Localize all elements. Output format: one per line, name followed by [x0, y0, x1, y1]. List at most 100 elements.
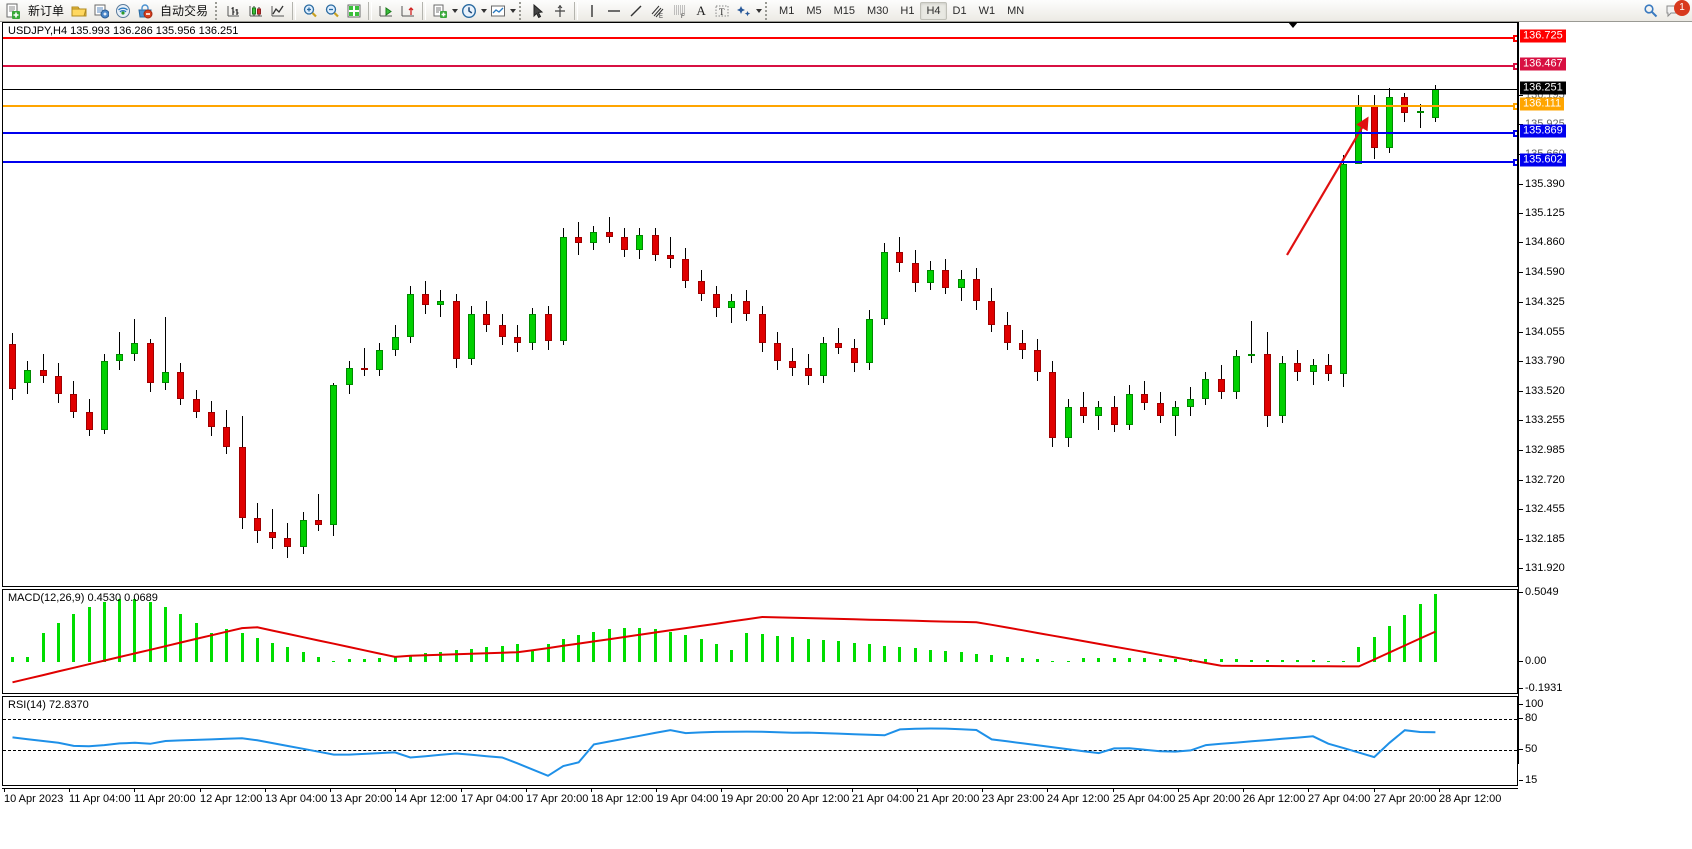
autoscroll-button[interactable] — [397, 1, 419, 21]
timeframe-m30[interactable]: M30 — [867, 4, 889, 17]
timeframe-h4[interactable]: H4 — [920, 1, 947, 20]
candle-body — [728, 301, 736, 308]
candlestick-chart-button[interactable] — [245, 1, 267, 21]
candle-body — [743, 301, 751, 315]
macd-histogram-bar — [913, 648, 917, 662]
candle-body — [1034, 349, 1042, 372]
level-line-support-upper[interactable] — [3, 129, 1517, 137]
line-chart-button[interactable] — [267, 1, 289, 21]
time-scale[interactable]: 10 Apr 2023 11 Apr 04:00 11 Apr 20:00 12 Ap… — [2, 788, 1518, 810]
price-scale[interactable]: 135.390 135.125 134.860 134.590 134.325 134.0… — [1518, 22, 1692, 786]
timeframe-h1[interactable]: H1 — [900, 4, 915, 17]
candle-body — [529, 314, 537, 344]
candle-body — [483, 314, 491, 326]
objects-button[interactable] — [733, 1, 755, 21]
periods-dropdown-caret[interactable] — [481, 8, 488, 13]
time-tick-label: 18 Apr 12:00 — [591, 788, 654, 805]
macd-histogram-bar — [301, 652, 305, 662]
timeframe-m5[interactable]: M5 — [806, 4, 822, 17]
macd-histogram-bar — [393, 656, 397, 662]
search-button[interactable] — [1640, 1, 1662, 21]
rsi-pane[interactable]: RSI(14) 72.8370 — [2, 696, 1518, 786]
candle-body — [345, 367, 353, 386]
candle — [850, 23, 859, 586]
level-handle[interactable] — [1513, 102, 1517, 110]
candle-body — [1217, 378, 1225, 392]
indicators-button[interactable] — [429, 1, 451, 21]
fibonacci-button[interactable]: F — [669, 1, 691, 21]
trendline-button[interactable] — [625, 1, 647, 21]
templates-dropdown-caret[interactable] — [510, 8, 517, 13]
periods-button[interactable] — [458, 1, 480, 21]
candle-body — [835, 343, 843, 348]
candle-body — [712, 294, 720, 308]
level-line-resistance-upper[interactable] — [3, 34, 1517, 42]
candle — [1340, 23, 1348, 586]
bar-chart-button[interactable] — [223, 1, 245, 21]
notifications-button[interactable]: 1 — [1662, 0, 1690, 21]
macd-histogram-bar — [1005, 656, 1009, 662]
text-box-button[interactable]: T — [711, 1, 733, 21]
macd-histogram-bar — [439, 651, 443, 662]
macd-histogram-bar — [408, 654, 412, 662]
time-tick-label: 17 Apr 20:00 — [526, 788, 589, 805]
chart-scroll-caret-icon[interactable] — [1288, 22, 1298, 28]
timeframe-m15[interactable]: M15 — [833, 4, 855, 17]
timeframe-d1[interactable]: D1 — [952, 4, 967, 17]
level-line-pivot-orange[interactable] — [3, 102, 1517, 110]
price-pane[interactable]: USDJPY,H4 135.993 136.286 135.956 136.25… — [2, 22, 1518, 587]
periods-icon — [462, 3, 477, 18]
zoom-in-button[interactable] — [299, 1, 321, 21]
objects-dropdown-caret[interactable] — [756, 8, 763, 13]
indicators-dropdown-caret[interactable] — [452, 8, 459, 13]
price-tick: 131.920 — [1519, 562, 1565, 575]
macd-pane[interactable]: MACD(12,26,9) 0.4530 0.0689 — [2, 589, 1518, 694]
tile-windows-button[interactable] — [343, 1, 365, 21]
macd-histogram-bar — [271, 642, 275, 662]
candle-body — [468, 314, 475, 359]
price-tick: 134.590 — [1519, 266, 1565, 279]
level-handle[interactable] — [1513, 129, 1517, 137]
candle-body — [972, 278, 980, 302]
timeframe-w1[interactable]: W1 — [978, 4, 996, 17]
market-button[interactable] — [134, 1, 156, 21]
cursor-button[interactable] — [527, 1, 549, 21]
timeframe-mn[interactable]: MN — [1007, 4, 1025, 17]
macd-histogram-bar — [454, 650, 458, 662]
publish-button[interactable] — [90, 1, 112, 21]
toolbar-sep-4 — [574, 1, 579, 20]
level-handle[interactable] — [1513, 34, 1517, 42]
candle-body — [1309, 365, 1317, 372]
signals-button[interactable] — [112, 1, 134, 21]
vertical-line-button[interactable] — [581, 1, 603, 21]
shift-start-button[interactable] — [375, 1, 397, 21]
auto-trading-label[interactable]: 自动交易 — [160, 3, 209, 18]
candle-body — [865, 318, 873, 364]
new-order-button[interactable] — [2, 1, 24, 21]
timeframe-m1[interactable]: M1 — [779, 4, 795, 17]
folder-button[interactable] — [68, 1, 90, 21]
zoom-out-button[interactable] — [321, 1, 343, 21]
main-toolbar: 新订单 自动交易 — [0, 0, 1692, 22]
candle — [758, 23, 767, 586]
candle — [498, 23, 507, 586]
crosshair-button[interactable] — [549, 1, 571, 21]
level-handle[interactable] — [1513, 159, 1517, 167]
horizontal-line-button[interactable] — [603, 1, 625, 21]
level-handle[interactable] — [1513, 63, 1517, 71]
price-tag-resistance-lower: 136.467 — [1520, 57, 1566, 71]
candle — [881, 23, 889, 586]
signals-icon — [116, 3, 131, 18]
new-order-label[interactable]: 新订单 — [28, 3, 65, 18]
text-box-icon: T — [715, 5, 729, 17]
candle-body — [269, 531, 277, 539]
text-label-button[interactable]: A — [691, 1, 711, 21]
vertical-line-icon — [591, 4, 593, 17]
macd-histogram-bar — [87, 606, 91, 662]
equidistant-channel-button[interactable]: E — [647, 1, 669, 21]
templates-button[interactable] — [487, 1, 509, 21]
level-line-support-lower[interactable] — [3, 159, 1517, 167]
macd-histogram-bar — [546, 644, 550, 662]
macd-histogram-bar — [378, 657, 382, 662]
level-line-resistance-lower[interactable] — [3, 63, 1517, 71]
